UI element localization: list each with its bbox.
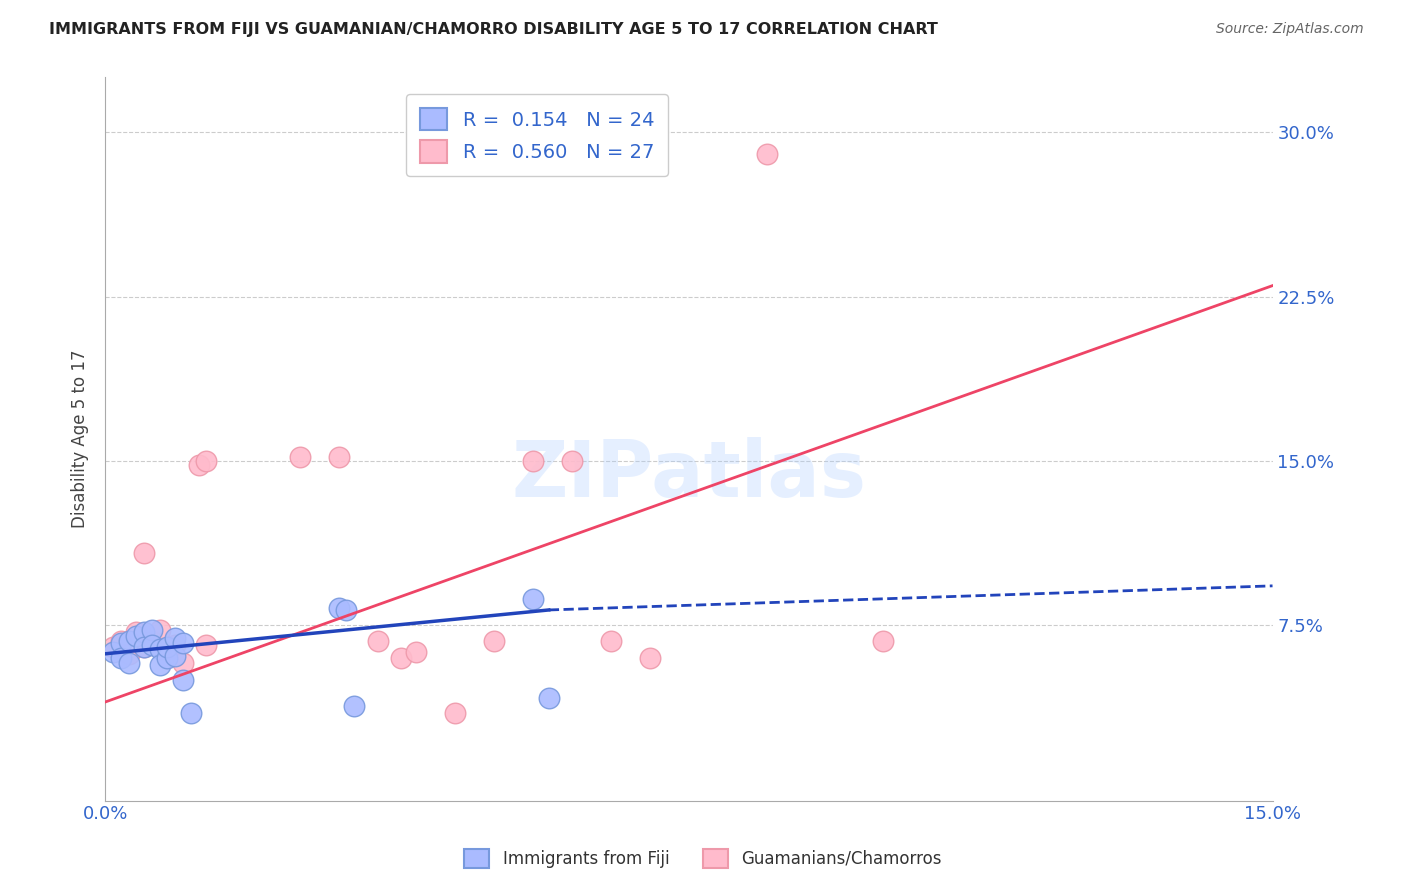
Point [117,656,139,670]
Point [156,642,179,657]
Point [117,647,139,661]
Point [156,640,179,655]
Point [101,644,124,658]
Text: ZIPatlas: ZIPatlas [512,437,866,513]
Text: Source: ZipAtlas.com: Source: ZipAtlas.com [1216,22,1364,37]
Point [125,629,148,643]
Point [149,623,172,637]
Point [872,633,894,648]
Point [165,632,187,646]
Point [389,651,412,665]
Point [149,657,172,672]
Point [484,633,506,648]
Point [134,546,156,560]
Point [172,636,194,650]
Point [117,633,139,648]
Point [172,673,194,687]
Point [328,600,350,615]
Point [141,633,163,648]
Y-axis label: Disability Age 5 to 17: Disability Age 5 to 17 [72,350,89,528]
Point [180,706,202,720]
Point [134,624,156,639]
Point [141,638,163,652]
Point [101,640,124,655]
Point [335,603,357,617]
Point [343,699,366,714]
Point [165,638,187,652]
Legend: Immigrants from Fiji, Guamanians/Chamorros: Immigrants from Fiji, Guamanians/Chamorr… [458,842,948,875]
Point [522,454,544,468]
Point [187,458,209,473]
Point [156,651,179,665]
Point [444,706,467,720]
Point [149,642,172,657]
Point [561,454,583,468]
Point [600,633,623,648]
Point [638,651,661,665]
Point [134,640,156,655]
Point [195,454,218,468]
Point [165,648,187,663]
Text: IMMIGRANTS FROM FIJI VS GUAMANIAN/CHAMORRO DISABILITY AGE 5 TO 17 CORRELATION CH: IMMIGRANTS FROM FIJI VS GUAMANIAN/CHAMOR… [49,22,938,37]
Point [367,633,389,648]
Point [405,644,427,658]
Point [110,651,132,665]
Point [125,624,148,639]
Point [328,450,350,464]
Legend: R =  0.154   N = 24, R =  0.560   N = 27: R = 0.154 N = 24, R = 0.560 N = 27 [406,95,668,177]
Point [134,640,156,655]
Point [537,690,560,705]
Point [110,633,132,648]
Point [755,147,778,161]
Point [172,656,194,670]
Point [522,592,544,607]
Point [141,623,163,637]
Point [110,636,132,650]
Point [195,638,218,652]
Point [288,450,311,464]
